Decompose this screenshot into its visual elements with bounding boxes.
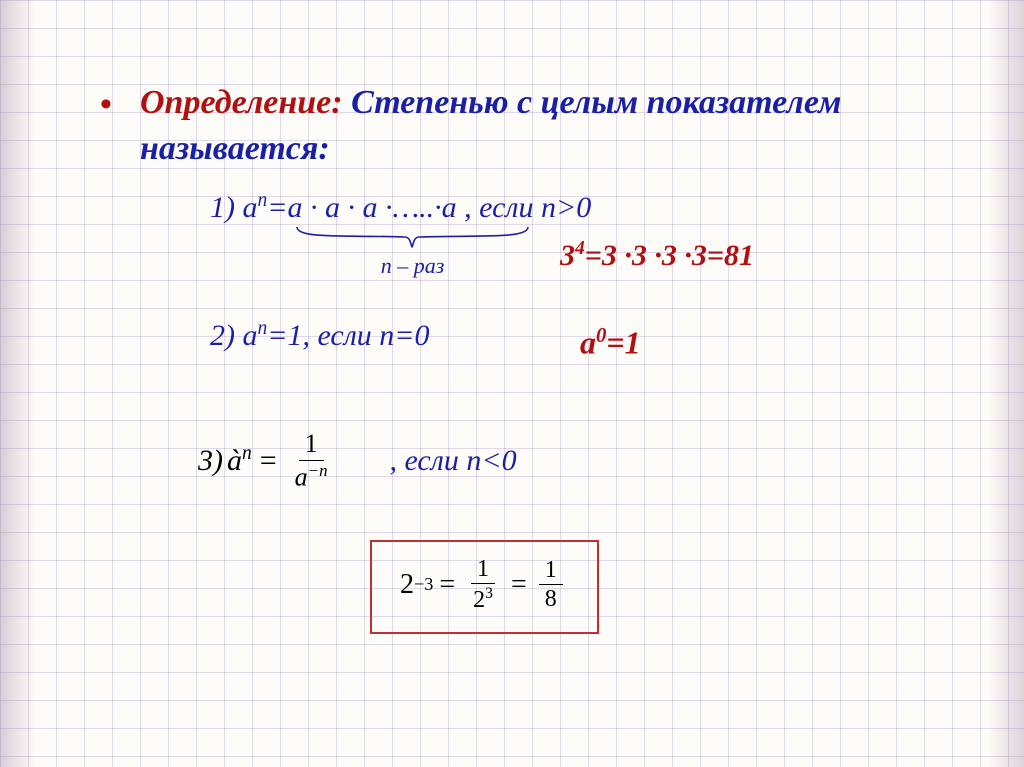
rule-3-cond: , если n<0: [390, 444, 517, 478]
rule-1-exp: n: [258, 190, 268, 211]
rule-3-exp: n: [242, 443, 252, 464]
rule-2-prefix: 2) a: [210, 319, 258, 352]
ex2-base: a: [580, 325, 596, 361]
ex3-rhs-top: 1: [539, 557, 563, 585]
rule-3-frac-top: 1: [299, 430, 324, 461]
rule-1-eq: =a · a · a ·…..·a , если n>0: [267, 191, 591, 224]
rule-2-eq: =1, если n=0: [267, 319, 429, 352]
example-3-box: 2−3 = 1 23 = 1 8: [370, 540, 599, 634]
ex3-lhs-base: 2: [400, 569, 414, 601]
rule-3-frac-bot-exp: −n: [308, 461, 328, 480]
brace-icon: [295, 225, 530, 253]
definition-block: • Определение: Степенью с целым показате…: [100, 80, 920, 172]
definition-text: Определение: Степенью с целым показателе…: [140, 80, 920, 172]
rule-1: 1) an=a · a · a ·…..·a , если n>0: [210, 190, 591, 225]
ex2-rhs: =1: [606, 325, 640, 361]
rule-2: 2) an=1, если n=0: [210, 318, 430, 353]
ex1-rhs: =3 ·3 ·3 ·3=81: [585, 239, 754, 272]
rule-3-frac-bot-base: a: [295, 462, 308, 491]
ex3-mid-bot-base: 2: [473, 587, 485, 613]
slide-content: • Определение: Степенью с целым показате…: [0, 0, 1024, 767]
bullet-icon: •: [100, 86, 112, 124]
example-1: 34=3 ·3 ·3 ·3=81: [560, 238, 754, 273]
rule-1-prefix: 1) a: [210, 191, 258, 224]
ex3-rhs-bot: 8: [539, 585, 563, 612]
definition-word: Определение:: [140, 84, 343, 121]
rule-2-exp: n: [258, 318, 268, 339]
ex1-exp: 4: [575, 238, 585, 259]
rule-3-prefix: 3): [198, 444, 223, 478]
rule-3-base: à: [227, 444, 242, 477]
ex2-exp: 0: [596, 324, 606, 347]
ex3-mid-top: 1: [471, 556, 495, 584]
ex3-frac-rhs: 1 8: [539, 557, 563, 613]
underbrace: n – раз: [295, 225, 530, 279]
rule-3: 3) àn = 1 a−n , если n<0: [198, 430, 517, 492]
ex3-mid-bot-exp: 3: [485, 585, 493, 602]
ex3-frac-mid: 1 23: [467, 556, 499, 614]
ex1-base: 3: [560, 239, 575, 272]
example-2: a0=1: [580, 324, 641, 362]
brace-label: n – раз: [295, 253, 530, 279]
rule-3-fraction: 1 a−n: [289, 430, 334, 492]
ex3-lhs-exp: −3: [414, 574, 433, 595]
